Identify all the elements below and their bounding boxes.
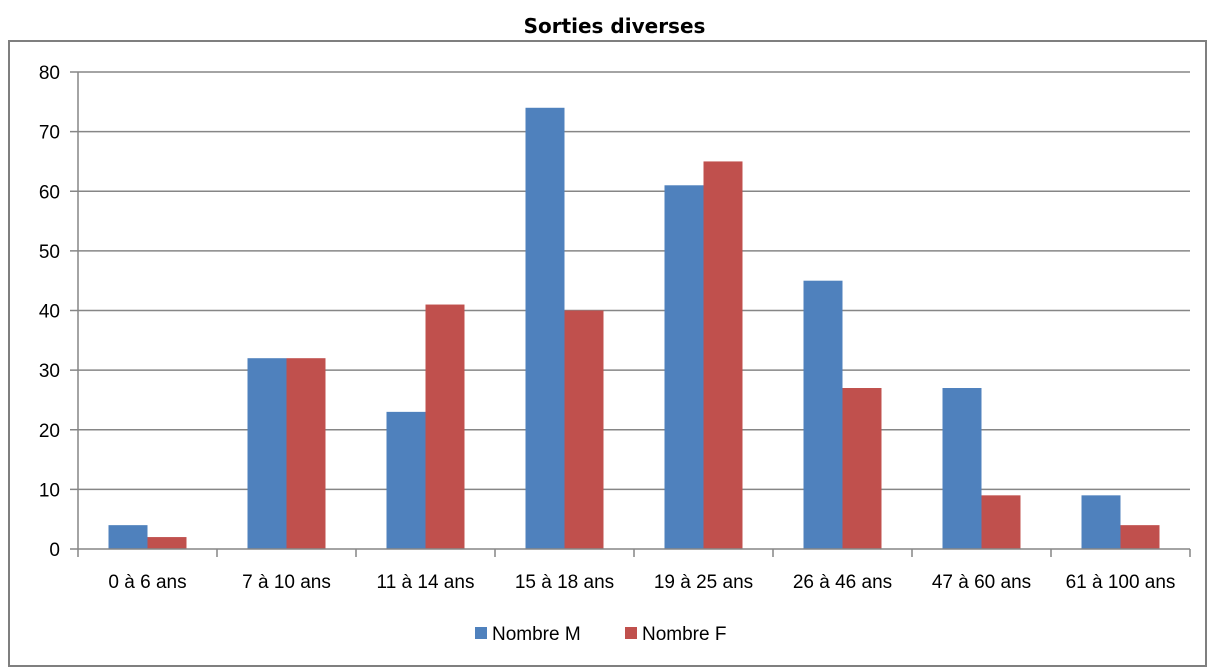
bar-m (942, 388, 982, 549)
bar-m (525, 107, 565, 550)
x-tick-label: 7 à 10 ans (242, 572, 331, 593)
y-tick-label: 10 (39, 480, 60, 501)
legend-label: Nombre F (642, 624, 726, 645)
bar-f (147, 537, 187, 549)
gridlines (70, 71, 1190, 550)
bar-f (981, 495, 1021, 549)
bar-f (842, 388, 882, 549)
bar-m (247, 358, 287, 549)
bar-m (108, 525, 148, 549)
bars (108, 107, 1160, 550)
x-tick-label: 47 à 60 ans (932, 572, 1031, 593)
bar-f (286, 358, 326, 549)
chart-title: Sorties diverses (523, 14, 706, 38)
y-tick-label: 40 (39, 302, 60, 323)
axes (77, 72, 1191, 557)
legend-label: Nombre M (492, 624, 581, 645)
x-tick-label: 0 à 6 ans (108, 572, 186, 593)
y-tick-labels: 0 10 20 30 40 50 60 70 80 (39, 63, 60, 561)
bar-m (1081, 495, 1121, 549)
legend-swatch (625, 627, 637, 639)
y-tick-label: 0 (49, 540, 60, 561)
x-tick-label: 61 à 100 ans (1066, 572, 1176, 593)
x-tick-label: 15 à 18 ans (515, 572, 614, 593)
bar-f (703, 161, 743, 549)
x-tick-labels: 0 à 6 ans 7 à 10 ans 11 à 14 ans 15 à 18 an… (108, 572, 1175, 593)
x-tick-label: 26 à 46 ans (793, 572, 892, 593)
y-tick-label: 70 (39, 123, 60, 144)
bar-f (1120, 525, 1160, 549)
y-tick-label: 50 (39, 242, 60, 263)
legend: Nombre M Nombre F (475, 624, 726, 645)
chart-frame (8, 40, 1207, 667)
x-tick-label: 19 à 25 ans (654, 572, 753, 593)
y-tick-label: 20 (39, 421, 60, 442)
legend-swatch (475, 627, 487, 639)
y-tick-label: 80 (39, 63, 60, 84)
x-tick-label: 11 à 14 ans (377, 572, 475, 593)
y-tick-label: 60 (39, 182, 60, 203)
bar-m (386, 411, 426, 549)
bar-m (664, 185, 704, 549)
y-tick-label: 30 (39, 361, 60, 382)
bar-f (564, 310, 604, 549)
bar-f (425, 304, 465, 549)
bar-m (803, 280, 843, 549)
